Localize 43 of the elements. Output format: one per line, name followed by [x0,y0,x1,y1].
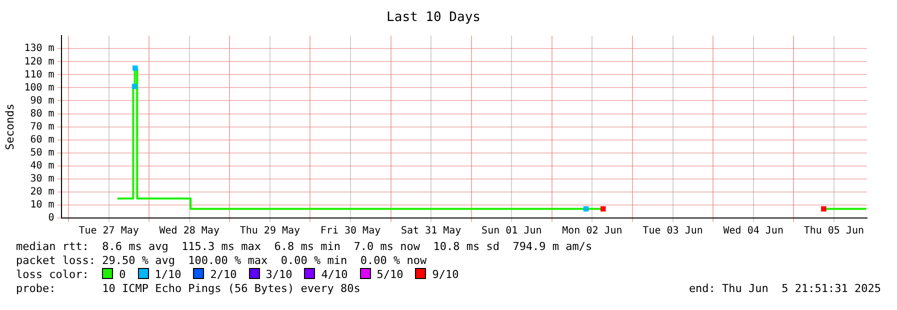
point [583,206,589,212]
y-tick-label: 0 [48,212,54,224]
text: probe: 10 ICMP Echo Pings (56 Bytes) every 80s [16,282,360,296]
text: packet loss: 29.50 % avg 100.00 % max 0.00 % min 0.00 % now [16,254,428,268]
text: end: Thu Jun 5 21:51:31 2025 [688,282,881,296]
y-tick-label: 50 m [30,147,54,158]
x-tick-label: Wed 28 May [159,226,220,237]
legend-label: 0 [118,268,126,281]
point [821,206,826,212]
legend-title: loss color: [16,268,90,281]
x-tick-label: Tue 27 May [78,226,139,237]
y-tick-label: 100 m [24,82,54,94]
point [132,66,138,71]
x-tick-label: Sat 31 May [400,226,462,237]
y-tick-label: 20 m [30,186,54,198]
x-tick-label: Wed 04 Jun [723,226,784,237]
y-tick-label: 40 m [30,160,54,172]
y-tick-label: 120 m [24,56,54,68]
text: median rtt: 8.6 ms avg 115.3 ms max 6.8 ms min 7.0 ms now 10.8 ms sd 794.9 m am/s [16,240,594,254]
y-axis-title: Seconds [3,104,16,150]
y-tick-label: 130 m [24,43,54,54]
y-tick-label: 90 m [30,95,54,106]
legend-label: 5/10 [376,268,404,281]
y-tick-label: 80 m [30,108,54,120]
x-tick-label: Thu 29 May [240,226,300,237]
x-tick-label: Sun 01 Jun [482,226,542,237]
y-tick-label: 60 m [30,134,54,146]
legend-label: 4/10 [320,268,348,281]
chart-title: Last 10 Days [386,10,480,26]
x-tick-label: Thu 05 Jun [804,226,864,237]
x-tick-label: Mon 02 Jun [562,226,622,237]
legend-label: 2/10 [209,268,237,281]
y-tick-label: 30 m [30,174,54,185]
point [132,84,138,90]
y-tick-label: 10 m [30,200,54,211]
y-tick-label: 70 m [30,121,54,132]
legend-label: 1/10 [154,268,182,281]
x-tick-label: Fri 30 May [320,226,381,237]
x-tick-label: Tue 03 Jun [642,226,703,237]
legend-label: 9/10 [431,268,459,281]
point [600,206,606,212]
y-tick-label: 110 m [24,69,54,80]
legend-label: 3/10 [264,268,292,281]
